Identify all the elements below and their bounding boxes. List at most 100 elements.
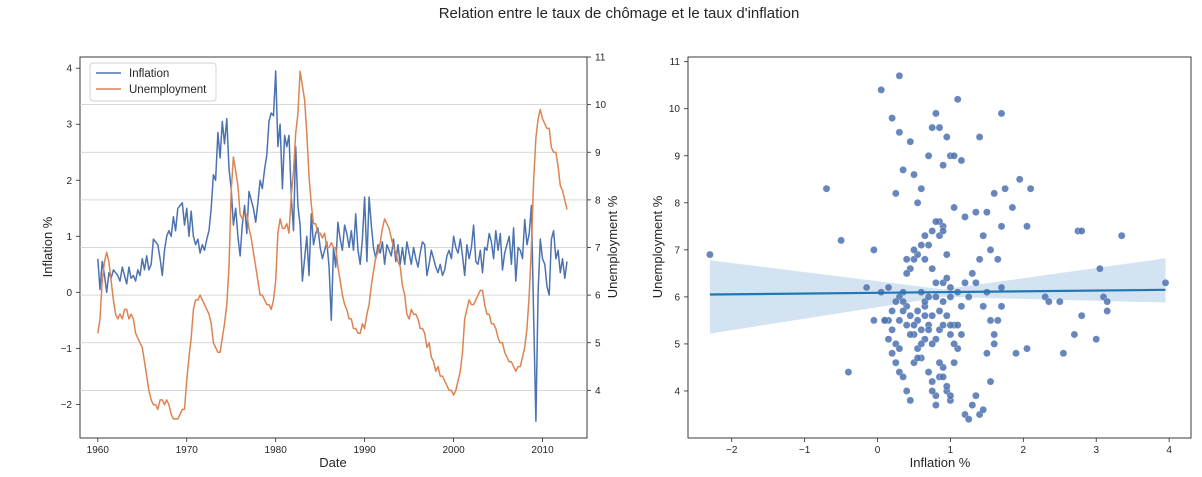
timeseries-right-y-label: Unemployment % xyxy=(605,195,620,298)
scatter-point xyxy=(892,189,900,198)
scatter-point xyxy=(932,217,940,226)
scatter-point xyxy=(997,109,1006,118)
legend-unemployment-label: Unemployment xyxy=(129,84,207,96)
scatter-point xyxy=(979,406,987,414)
scatter-point xyxy=(950,340,958,348)
scatter-point xyxy=(928,387,936,395)
scatter-point xyxy=(946,391,955,400)
scatter-point xyxy=(972,208,980,216)
scatter-point xyxy=(961,213,969,221)
scatter-point xyxy=(932,293,940,301)
y-tick-label: 9 xyxy=(674,151,680,162)
scatter-point xyxy=(935,307,944,315)
x-tick-label: 1 xyxy=(948,445,954,456)
scatter-point xyxy=(953,95,962,104)
x-tick-label: 3 xyxy=(1093,445,1099,456)
timeseries-right-y-ticks: 4 5 6 7 8 9 10 11 xyxy=(587,53,607,397)
scatter-point xyxy=(950,358,958,367)
y-tick-label: 4 xyxy=(674,386,680,397)
scatter-point xyxy=(964,415,973,423)
scatter-point xyxy=(939,373,947,381)
regression-line xyxy=(709,288,1166,296)
series-line-unemployment xyxy=(97,70,568,420)
scatter-point xyxy=(994,255,1002,264)
scatter-point xyxy=(990,340,998,348)
scatter-point xyxy=(924,326,933,334)
scatter-point xyxy=(870,246,878,254)
scatter-point xyxy=(939,227,947,235)
y2-tick-label: 10 xyxy=(595,100,607,111)
timeseries-legend: Inflation Unemployment xyxy=(89,62,217,102)
scatter-point xyxy=(1001,184,1009,193)
scatter-point xyxy=(968,269,977,278)
scatter-point xyxy=(1008,203,1017,212)
scatter-point xyxy=(902,255,911,264)
scatter-point xyxy=(924,368,933,376)
scatter-point xyxy=(928,227,936,235)
x-tick-label: 4 xyxy=(1166,445,1172,456)
x-tick-label: −1 xyxy=(799,445,811,456)
scatter-point xyxy=(895,72,904,80)
timeseries-chart: 1960 1970 1980 1990 2000 2010 −2 −1 0 1 2 3 4 4 5 6 7 8… xyxy=(40,53,620,471)
scatter-point xyxy=(899,373,907,381)
y-tick-label: 0 xyxy=(66,288,72,299)
y-tick-label: 5 xyxy=(674,339,680,350)
y-tick-label: −1 xyxy=(61,344,73,355)
y2-tick-label: 4 xyxy=(595,386,601,397)
scatter-point xyxy=(943,274,951,282)
y-tick-label: 2 xyxy=(66,176,72,187)
scatter-point xyxy=(935,123,944,132)
scatter-point xyxy=(928,340,936,348)
scatter-point xyxy=(895,128,904,137)
y-tick-label: 8 xyxy=(674,198,680,209)
scatter-point xyxy=(994,316,1002,325)
y2-tick-label: 8 xyxy=(595,195,601,206)
x-tick-label: 1970 xyxy=(176,445,199,456)
scatter-point xyxy=(1059,349,1068,358)
scatter-y-label: Unemployment % xyxy=(650,195,665,298)
scatter-point xyxy=(822,184,831,193)
scatter-point xyxy=(928,311,936,320)
scatter-point xyxy=(979,231,987,240)
y2-tick-label: 6 xyxy=(595,291,601,302)
timeseries-x-label: Date xyxy=(319,455,346,470)
regression-fit-line xyxy=(709,288,1166,296)
scatter-point xyxy=(899,166,907,174)
scatter-point xyxy=(972,391,980,400)
scatter-point xyxy=(1045,297,1053,306)
x-tick-label: 2000 xyxy=(442,445,465,456)
scatter-point xyxy=(964,293,973,301)
scatter-point xyxy=(921,311,929,320)
scatter-point xyxy=(917,184,926,193)
x-tick-label: 0 xyxy=(875,445,881,456)
scatter-point xyxy=(946,321,955,329)
x-tick-label: 1990 xyxy=(354,445,377,456)
x-tick-label: 1960 xyxy=(87,445,110,456)
scatter-point xyxy=(910,321,918,329)
scatter-point xyxy=(983,349,991,358)
scatter-point xyxy=(924,241,933,249)
scatter-point xyxy=(943,133,951,141)
scatter-point xyxy=(1077,227,1086,235)
scatter-point xyxy=(939,161,947,169)
scatter-point xyxy=(888,114,896,122)
scatter-point xyxy=(957,330,966,339)
scatter-point xyxy=(939,297,947,306)
figure-suptitle: Relation entre le taux de chômage et le … xyxy=(439,5,800,22)
scatter-point xyxy=(921,231,929,240)
scatter-point xyxy=(862,283,871,292)
scatter-point xyxy=(1015,175,1024,184)
scatter-x-ticks: −2 −1 0 1 2 3 4 xyxy=(726,438,1172,456)
scatter-point xyxy=(928,377,936,386)
scatter-point xyxy=(895,344,904,353)
scatter-point xyxy=(881,316,889,325)
scatter-point xyxy=(888,307,896,315)
legend-box xyxy=(89,62,217,102)
scatter-point xyxy=(928,264,936,273)
scatter-point xyxy=(986,377,995,386)
y2-tick-label: 11 xyxy=(595,53,606,64)
scatter-point xyxy=(917,241,926,249)
scatter-point xyxy=(953,321,962,329)
scatter-point xyxy=(877,86,885,94)
